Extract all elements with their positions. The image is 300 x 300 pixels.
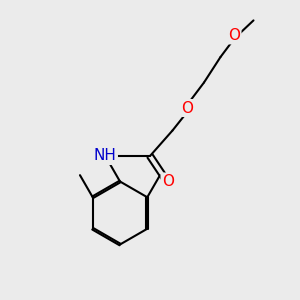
Text: O: O <box>162 174 174 189</box>
Text: O: O <box>228 28 240 43</box>
Text: O: O <box>182 100 194 116</box>
Text: NH: NH <box>94 148 116 164</box>
